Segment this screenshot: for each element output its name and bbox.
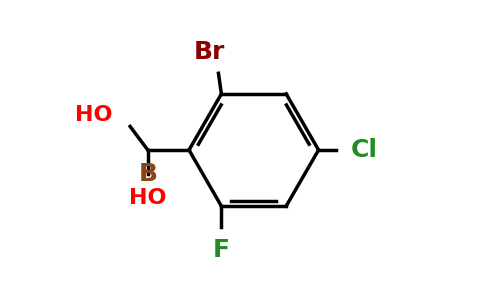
Text: HO: HO <box>75 105 112 125</box>
Text: Cl: Cl <box>351 138 378 162</box>
Text: F: F <box>213 238 230 262</box>
Text: HO: HO <box>129 188 166 208</box>
Text: B: B <box>138 162 157 186</box>
Text: Br: Br <box>194 40 225 64</box>
